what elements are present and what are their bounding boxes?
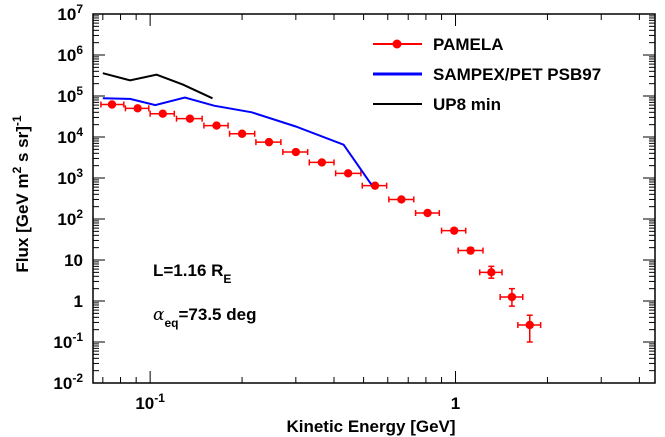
y-axis-title-part: s sr] xyxy=(13,126,32,167)
data-marker xyxy=(291,147,301,157)
x-tick-label: 1 xyxy=(451,394,460,413)
y-tick-label: 107 xyxy=(57,2,83,24)
data-marker xyxy=(525,320,534,330)
data-point xyxy=(499,287,524,307)
plot-frame xyxy=(92,13,656,384)
data-point xyxy=(517,314,542,343)
annotation-text: L=1.16 R xyxy=(153,261,223,280)
data-marker xyxy=(133,104,142,113)
x-tick-label: 10-1 xyxy=(135,391,165,413)
data-point xyxy=(175,114,203,123)
y-tick-label: 10-2 xyxy=(53,371,83,393)
legend-label: UP8 min xyxy=(433,95,501,114)
series-pamela xyxy=(100,100,542,343)
data-marker xyxy=(107,100,117,109)
y-tick-label: 10-1 xyxy=(53,330,83,352)
x-axis-title: Kinetic Energy [GeV] xyxy=(286,417,455,436)
data-point xyxy=(203,121,229,130)
data-point xyxy=(124,104,150,113)
annotation-subscript: eq xyxy=(164,316,178,330)
data-marker xyxy=(212,121,221,130)
data-marker xyxy=(370,181,380,190)
y-axis-title-sup: 2 xyxy=(10,166,24,173)
plot-area-border xyxy=(92,13,656,384)
data-marker xyxy=(487,268,496,277)
legend-label: PAMELA xyxy=(433,35,504,54)
data-marker xyxy=(466,246,475,255)
data-point xyxy=(457,246,484,255)
series-line-sampex-pet-psb97 xyxy=(102,96,373,185)
data-marker xyxy=(397,195,406,204)
data-marker xyxy=(449,226,459,235)
data-point xyxy=(440,226,467,235)
annotation-l-shell: L=1.16 RE xyxy=(153,261,231,286)
data-marker xyxy=(343,169,353,178)
y-tick-label: 10 xyxy=(64,251,83,270)
data-point xyxy=(228,129,256,138)
data-marker xyxy=(317,158,327,167)
data-point xyxy=(255,137,282,147)
data-point xyxy=(361,181,388,190)
data-point xyxy=(149,109,176,118)
y-tick-label: 1 xyxy=(74,292,83,311)
data-point xyxy=(308,158,335,167)
y-tick-label: 106 xyxy=(57,43,83,65)
data-marker xyxy=(264,137,274,147)
y-tick-label: 103 xyxy=(57,166,83,188)
series-layer xyxy=(100,72,542,343)
annotation-subscript: E xyxy=(223,272,231,286)
axis-ticks xyxy=(93,13,655,384)
data-point xyxy=(282,147,309,157)
x-tick-labels: 10-1 1 xyxy=(135,391,460,413)
annotation-text: =73.5 deg xyxy=(179,305,257,324)
data-marker xyxy=(507,292,517,302)
data-marker xyxy=(158,109,167,118)
data-point xyxy=(100,100,125,109)
data-point xyxy=(334,169,362,178)
data-point xyxy=(478,265,503,279)
series-line-up8-min xyxy=(102,72,213,100)
y-axis-title: Flux [GeV m2 s sr]-1 xyxy=(10,115,32,273)
y-tick-label: 102 xyxy=(57,207,83,229)
data-point xyxy=(414,208,441,218)
data-marker xyxy=(237,129,247,138)
legend-entry-pamela: PAMELA xyxy=(373,35,504,54)
legend-label: SAMPEX/PET PSB97 xyxy=(433,65,601,84)
y-axis-title-sup: -1 xyxy=(10,115,24,126)
y-tick-label: 104 xyxy=(57,125,83,147)
legend-entry-sampex: SAMPEX/PET PSB97 xyxy=(373,65,601,84)
legend-entry-up8: UP8 min xyxy=(373,95,501,114)
legend: PAMELA SAMPEX/PET PSB97 UP8 min xyxy=(373,35,601,114)
data-point xyxy=(388,195,415,204)
annotation-pitch-angle: αeq=73.5 deg xyxy=(153,305,256,330)
data-marker xyxy=(423,208,432,218)
y-tick-label: 105 xyxy=(57,84,83,106)
annotation-text: α xyxy=(153,305,165,325)
data-marker xyxy=(185,114,195,123)
y-axis-title-part: Flux [GeV m xyxy=(13,173,32,272)
